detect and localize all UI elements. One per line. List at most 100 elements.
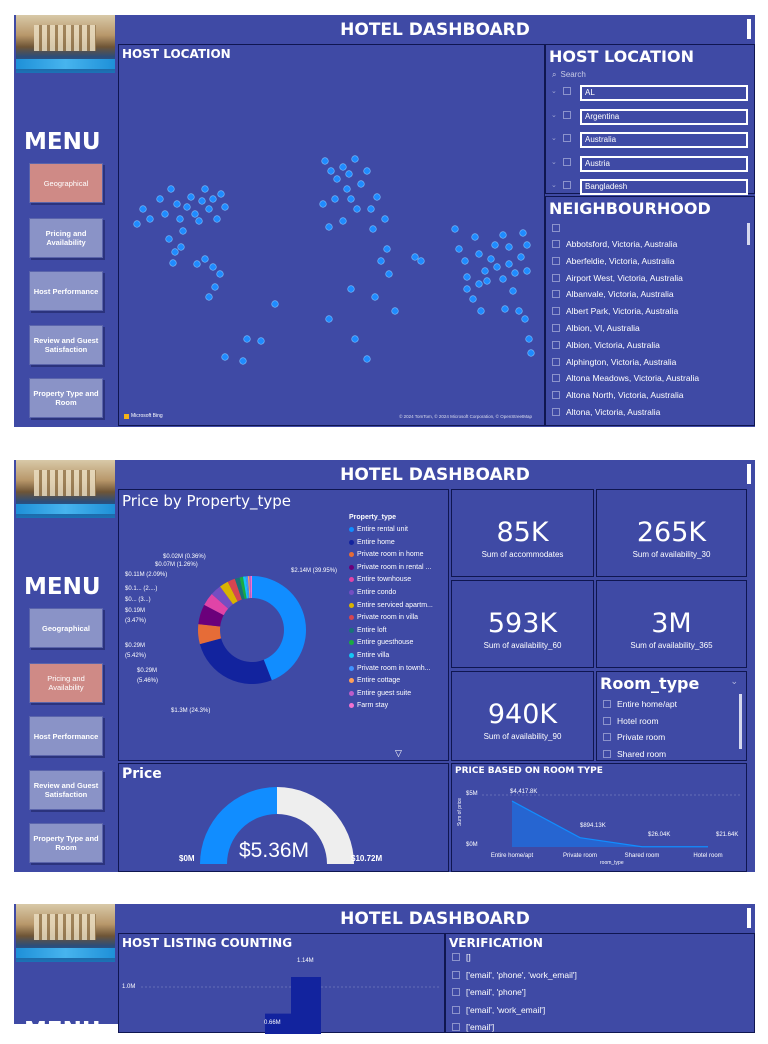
menu-button-review[interactable]: Review and Guest Satisfaction — [29, 770, 103, 810]
neighbourhood-item[interactable]: Altona, Victoria, Australia — [552, 407, 660, 417]
menu-button-geographical[interactable]: Geographical — [29, 608, 103, 648]
legend-item[interactable]: Entire condo — [349, 589, 396, 596]
map-point[interactable] — [373, 193, 381, 201]
donut-slice[interactable] — [249, 576, 252, 599]
verification-item[interactable]: ['email', 'phone', 'work_email'] — [452, 970, 577, 980]
map-point[interactable] — [331, 195, 339, 203]
map-point[interactable] — [271, 300, 279, 308]
donut-slice[interactable] — [198, 624, 222, 645]
verification-item[interactable]: ['email', 'phone'] — [452, 987, 526, 997]
menu-button-host-performance[interactable]: Host Performance — [29, 716, 103, 756]
menu-button-geographical[interactable]: Geographical — [29, 163, 103, 203]
map-point[interactable] — [321, 157, 329, 165]
donut-slice[interactable] — [245, 576, 250, 599]
map-point[interactable] — [209, 195, 217, 203]
legend-scroll-down-icon[interactable]: ▽ — [395, 748, 402, 758]
legend-item[interactable]: Private room in rental ... — [349, 564, 431, 571]
host-slicer-item[interactable]: Argentina — [580, 108, 748, 125]
map-point[interactable] — [156, 195, 164, 203]
donut-slice[interactable] — [227, 578, 242, 602]
map-point[interactable] — [367, 205, 375, 213]
map-point[interactable] — [477, 307, 485, 315]
price-by-room-type-chart[interactable]: PRICE BASED ON ROOM TYPE Entire home/apt… — [451, 763, 747, 872]
map-point[interactable] — [351, 155, 359, 163]
map-point[interactable] — [357, 180, 365, 188]
donut-slice[interactable] — [204, 593, 229, 616]
map-point[interactable] — [161, 210, 169, 218]
donut-chart[interactable] — [119, 490, 450, 762]
map-point[interactable] — [461, 257, 469, 265]
map-point[interactable] — [525, 335, 533, 343]
map-point[interactable] — [381, 215, 389, 223]
map-point[interactable] — [201, 255, 209, 263]
map-point[interactable] — [343, 185, 351, 193]
map-point[interactable] — [369, 225, 377, 233]
host-slicer-item[interactable]: Bangladesh — [580, 179, 748, 195]
legend-item[interactable]: Entire serviced apartm... — [349, 602, 433, 609]
map-point[interactable] — [491, 241, 499, 249]
map-point[interactable] — [505, 243, 513, 251]
map-point[interactable] — [475, 280, 483, 288]
neighbourhood-item[interactable]: Abbotsford, Victoria, Australia — [552, 239, 677, 249]
map-point[interactable] — [133, 220, 141, 228]
verification-item[interactable]: [] — [452, 952, 471, 962]
map-point[interactable] — [179, 227, 187, 235]
map-point[interactable] — [213, 215, 221, 223]
map-point[interactable] — [205, 205, 213, 213]
map-point[interactable] — [243, 335, 251, 343]
area-chart[interactable]: Entire home/apt Private room Shared room Ho… — [452, 764, 748, 873]
map-point[interactable] — [469, 295, 477, 303]
map-point[interactable] — [221, 353, 229, 361]
neighbourhood-item[interactable]: Albion, Victoria, Australia — [552, 340, 660, 350]
map-point[interactable] — [521, 315, 529, 323]
chevron-down-icon[interactable]: ⌄ — [730, 676, 738, 686]
room-type-item[interactable]: Hotel room — [603, 716, 659, 726]
room-type-item[interactable]: Private room — [603, 732, 665, 742]
room-type-item[interactable]: Entire home/apt — [603, 699, 677, 709]
map-point[interactable] — [211, 283, 219, 291]
menu-button-host-performance[interactable]: Host Performance — [29, 271, 103, 311]
map-point[interactable] — [177, 243, 185, 251]
legend-item[interactable]: Entire rental unit — [349, 526, 408, 533]
donut-slice[interactable] — [250, 576, 252, 599]
area-fill[interactable] — [512, 801, 708, 847]
map-point[interactable] — [509, 287, 517, 295]
menu-button-pricing[interactable]: Pricing and Availability — [29, 218, 103, 258]
neighbourhood-item[interactable]: Albion, VI, Australia — [552, 323, 640, 333]
map-point[interactable] — [455, 245, 463, 253]
legend-item[interactable]: Farm stay — [349, 702, 388, 709]
legend-item[interactable]: Private room in home — [349, 551, 424, 558]
map-point[interactable] — [499, 275, 507, 283]
map-point[interactable] — [527, 349, 535, 357]
menu-button-property-type[interactable]: Property Type and Room — [29, 378, 103, 418]
map-point[interactable] — [511, 269, 519, 277]
menu-button-review[interactable]: Review and Guest Satisfaction — [29, 325, 103, 365]
bar[interactable] — [291, 977, 321, 1034]
neighbourhood-item[interactable]: Altona Meadows, Victoria, Australia — [552, 373, 699, 383]
menu-button-pricing[interactable]: Pricing and Availability — [29, 663, 103, 703]
map-point[interactable] — [463, 273, 471, 281]
map-point[interactable] — [209, 263, 217, 271]
slicer-search[interactable]: ⌕ Search — [552, 70, 586, 79]
map-point[interactable] — [519, 229, 527, 237]
map-point[interactable] — [475, 250, 483, 258]
map-point[interactable] — [139, 205, 147, 213]
map-point[interactable] — [198, 197, 206, 205]
neighbourhood-item[interactable]: Alphington, Victoria, Australia — [552, 357, 676, 367]
map-point[interactable] — [347, 285, 355, 293]
host-slicer-expand[interactable]: ⌄ — [551, 87, 571, 95]
menu-button-property-type[interactable]: Property Type and Room — [29, 823, 103, 863]
map-point[interactable] — [191, 210, 199, 218]
map-point[interactable] — [417, 257, 425, 265]
donut-slice[interactable] — [199, 638, 272, 684]
map-point[interactable] — [345, 170, 353, 178]
map-point[interactable] — [481, 267, 489, 275]
map-point[interactable] — [351, 335, 359, 343]
map-point[interactable] — [363, 355, 371, 363]
donut-slice[interactable] — [252, 576, 307, 681]
map-point[interactable] — [193, 260, 201, 268]
donut-slice[interactable] — [242, 576, 249, 599]
map-point[interactable] — [216, 270, 224, 278]
map-point[interactable] — [176, 215, 184, 223]
host-slicer-expand[interactable]: ⌄ — [551, 157, 571, 166]
